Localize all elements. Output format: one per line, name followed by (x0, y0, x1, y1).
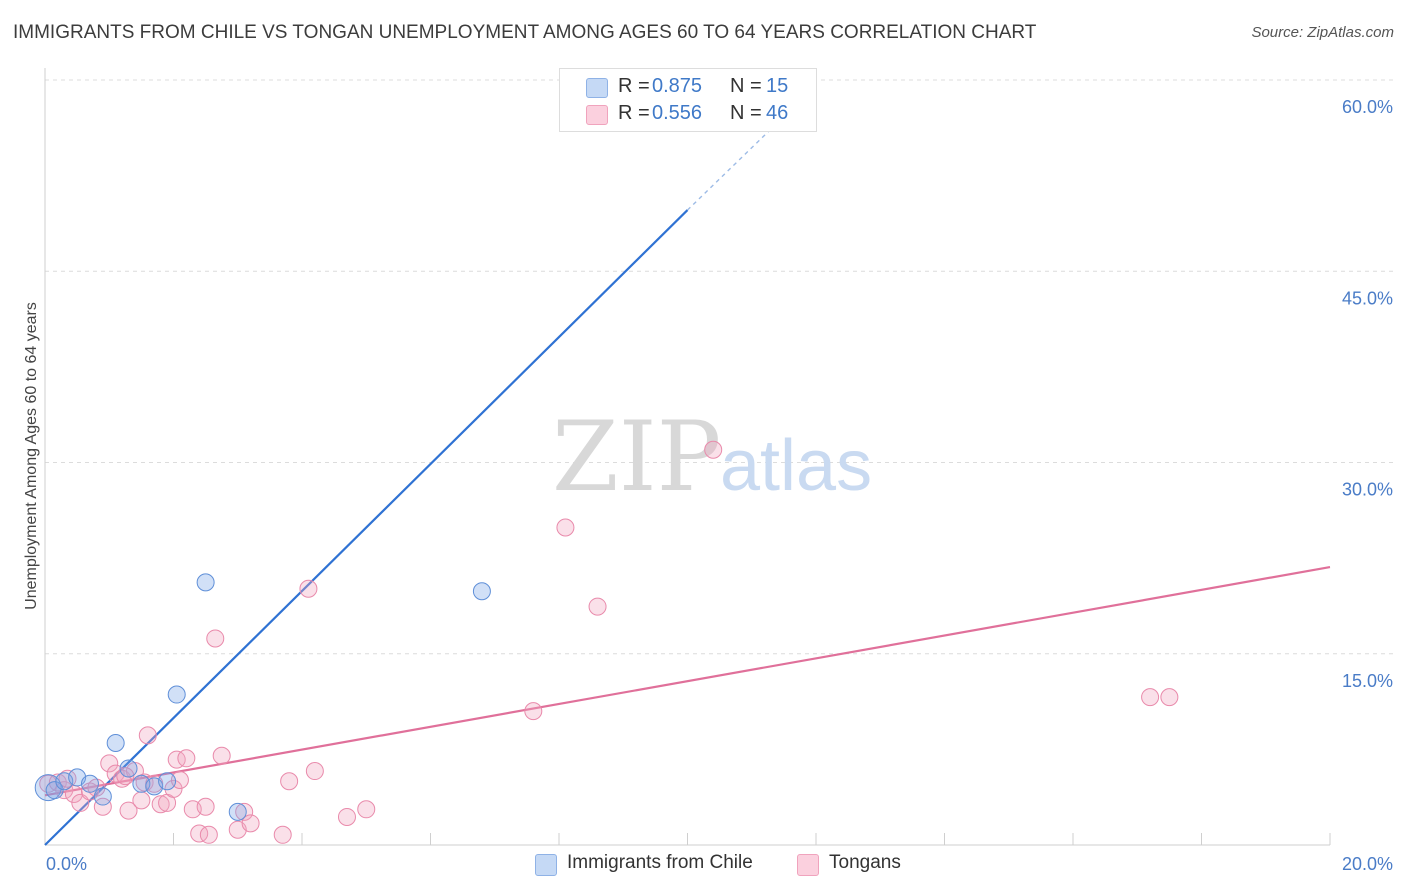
x-tick-label: 0.0% (46, 854, 87, 874)
chile-point (119, 759, 138, 778)
tongans-point (93, 797, 112, 816)
chile-point (228, 802, 247, 821)
y-tick-label: 15.0% (1342, 671, 1393, 691)
chile-point (106, 734, 125, 752)
grid (45, 79, 1394, 655)
tongans-point (235, 802, 254, 821)
tongans-point (357, 800, 376, 819)
tongans-point (305, 762, 324, 781)
tongans-legend-label: Tongans (829, 852, 901, 873)
tongans-point (337, 807, 356, 826)
tongans-point (704, 440, 723, 459)
x-tick-label: 20.0% (1342, 854, 1393, 874)
tongans-point (280, 772, 299, 791)
y-axis-label: Unemployment Among Ages 60 to 64 years (23, 302, 40, 610)
r-value-tongans: 0.556 (652, 102, 703, 124)
series-legend: Immigrants from Chile Tongans (0, 852, 1406, 878)
y-tick-label: 45.0% (1342, 288, 1393, 308)
chile-legend-label: Immigrants from Chile (567, 852, 753, 873)
chile-swatch (586, 78, 608, 98)
tongans-legend-swatch (797, 854, 819, 876)
tongans-point (241, 814, 260, 833)
r-value-chile: 0.875 (652, 75, 703, 97)
watermark-atlas: atlas (720, 426, 872, 506)
r-label: R = (618, 102, 650, 124)
tongans-point (170, 770, 189, 789)
tongans-point (524, 702, 543, 721)
chile-point (472, 582, 491, 601)
tongans-trendline (44, 565, 1331, 797)
chile-point (158, 772, 177, 791)
tongans-point (132, 791, 151, 810)
chile-trendline (44, 209, 689, 846)
tongans-point (39, 774, 58, 793)
tongans-point (206, 629, 225, 648)
tongans-point (58, 769, 77, 788)
tongans-point (273, 825, 292, 844)
tongans-swatch (586, 105, 608, 125)
watermark-zip: ZIP (552, 401, 721, 513)
chile-point (196, 573, 215, 592)
chile-point (80, 774, 99, 793)
tick-labels: 15.0% 30.0% 45.0% 60.0% 0.0% 20.0% (46, 97, 1393, 874)
tongans-point (177, 749, 196, 768)
y-tick-label: 30.0% (1342, 480, 1393, 500)
tongans-point (71, 793, 90, 812)
tongans-point (119, 801, 138, 820)
trendlines (44, 97, 1331, 846)
y-tick-label: 60.0% (1342, 97, 1393, 117)
tongans-point (164, 779, 183, 798)
tongans-point (1141, 688, 1160, 707)
tongans-point (167, 750, 186, 769)
tongans-point (151, 795, 170, 814)
n-label: N = (730, 75, 762, 97)
tongans-point (299, 579, 318, 598)
tongans-point (199, 825, 218, 844)
tongans-point (588, 597, 607, 616)
chile-point (93, 787, 112, 806)
axes (44, 68, 1331, 846)
tongans-point (212, 746, 231, 765)
tongans-point (196, 797, 215, 816)
n-value-chile: 15 (766, 75, 789, 97)
correlation-legend: R = 0.875 N = 15 R = 0.556 N = 46 (559, 68, 817, 132)
n-value-tongans: 46 (766, 102, 789, 124)
tongans-point (1160, 688, 1179, 707)
chile-legend-swatch (535, 854, 557, 876)
n-label: N = (730, 102, 762, 124)
source-label: Source: ZipAtlas.com (1251, 24, 1394, 41)
chile-trendline-extension (687, 97, 804, 211)
chart-title: IMMIGRANTS FROM CHILE VS TONGAN UNEMPLOY… (13, 22, 1037, 43)
r-label: R = (618, 75, 650, 97)
points (34, 440, 1179, 844)
tongans-point (190, 824, 209, 843)
tongans-point (138, 726, 157, 745)
tongans-point (100, 754, 119, 773)
watermark: ZIP atlas (552, 401, 872, 513)
chile-point (167, 685, 186, 704)
chile-point (34, 774, 62, 802)
tongans-point (556, 518, 575, 537)
